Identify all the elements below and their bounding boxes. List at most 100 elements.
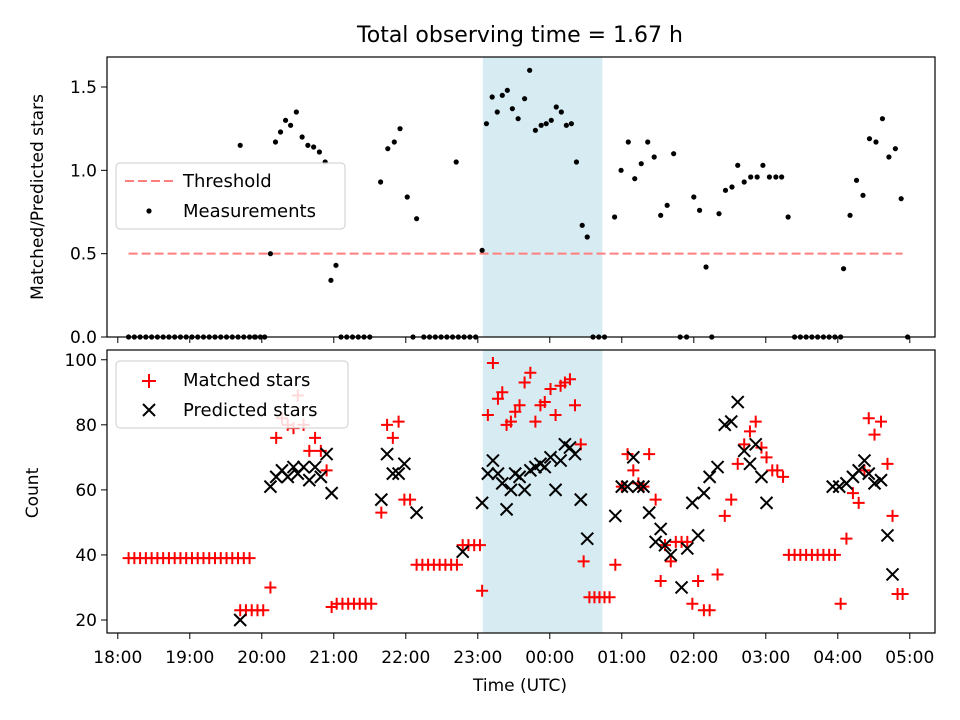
measurements-point xyxy=(866,136,873,142)
matched-stars-point xyxy=(621,448,634,461)
measurements-point xyxy=(760,162,766,168)
measurements-point xyxy=(509,106,515,112)
measurements-point xyxy=(671,151,677,157)
ratio-y-tick-label: 0.0 xyxy=(70,328,97,348)
matched-stars-point xyxy=(549,409,562,422)
predicted-stars-point xyxy=(475,496,489,510)
predicted-stars-point xyxy=(862,466,876,481)
measurements-point xyxy=(691,194,697,200)
predicted-stars-point xyxy=(233,613,247,627)
measurements-point xyxy=(773,174,779,180)
predicted-stars-point xyxy=(553,453,568,468)
measurements-point xyxy=(414,216,420,222)
predicted-stars-point xyxy=(499,502,514,517)
predicted-stars-point xyxy=(664,548,678,562)
count-y-tick-label: 80 xyxy=(75,416,97,436)
measurements-point xyxy=(527,67,533,73)
matched-stars-point xyxy=(731,457,744,470)
measurements-point xyxy=(860,192,866,198)
measurements-point xyxy=(404,194,410,200)
measurements-point xyxy=(785,214,791,220)
count-y-axis: 20 40 60 80 100 xyxy=(65,351,107,631)
x-tick-label: 22:00 xyxy=(381,648,430,668)
matched-stars-point xyxy=(896,587,909,600)
predicted-stars-point xyxy=(548,483,563,497)
predicted-stars-point xyxy=(702,470,717,484)
ratio-y-label: Matched/Predicted stars xyxy=(28,94,48,300)
predicted-stars-point xyxy=(281,470,295,484)
predicted-stars-point xyxy=(857,453,872,468)
measurements-point xyxy=(584,234,590,240)
measurements-point xyxy=(696,207,703,213)
predicted-stars-point xyxy=(409,505,424,520)
ratio-x-ticks xyxy=(117,337,911,343)
predicted-stars-point xyxy=(263,479,278,494)
matched-stars-point xyxy=(450,558,463,571)
measurements-point xyxy=(853,177,860,183)
measurements-point xyxy=(522,96,528,102)
chart-title: Total observing time = 1.67 h xyxy=(356,23,683,48)
predicted-stars-point xyxy=(286,460,301,474)
predicted-stars-point xyxy=(826,479,840,494)
predicted-stars-point xyxy=(481,466,495,481)
predicted-stars-point xyxy=(697,486,711,500)
measurements-point xyxy=(489,94,495,100)
predicted-stars-point xyxy=(749,437,763,452)
measurements-point xyxy=(847,212,853,218)
matched-stars-point xyxy=(538,396,551,409)
matched-stars-point xyxy=(270,431,283,444)
measurements-point xyxy=(277,129,284,135)
measurements-point xyxy=(453,159,459,165)
ratio-highlight-span xyxy=(482,57,603,337)
matched-stars-point xyxy=(303,444,316,457)
matched-stars-point xyxy=(524,366,537,379)
matched-stars-point xyxy=(686,597,699,610)
matched-stars-point xyxy=(603,591,616,604)
predicted-stars-point xyxy=(867,476,882,491)
predicted-stars-point xyxy=(626,450,641,465)
predicted-stars-point xyxy=(631,479,646,494)
ratio-marks xyxy=(126,67,911,340)
predicted-stars-point xyxy=(653,522,668,536)
predicted-stars-point xyxy=(642,505,656,520)
count-y-tick-label: 100 xyxy=(65,351,97,371)
measurements-point xyxy=(479,247,485,253)
measurements-legend-swatch xyxy=(146,208,152,214)
measurements-point xyxy=(378,179,384,185)
measurements-point xyxy=(563,122,569,128)
predicted-stars-point xyxy=(851,463,866,478)
measurements-point xyxy=(779,174,785,180)
measurements-point xyxy=(645,139,651,145)
measurements-point xyxy=(879,116,886,122)
matched-stars-point xyxy=(386,431,399,444)
matched-stars-point xyxy=(544,383,557,396)
predicted-stars-point xyxy=(504,483,518,497)
matched-stars-point xyxy=(643,448,656,461)
measurements-point xyxy=(729,184,735,190)
ratio-y-tick-label: 1.0 xyxy=(70,161,97,181)
predicted-stars-point xyxy=(319,447,334,461)
predicted-stars-point xyxy=(538,460,552,474)
measurements-point xyxy=(532,127,539,133)
matched-stars-point xyxy=(681,535,694,548)
count-y-tick-label: 20 xyxy=(75,611,97,631)
predicted-stars-point xyxy=(832,479,846,494)
predicted-legend-label: Predicted stars xyxy=(183,400,317,421)
predicted-stars-point xyxy=(737,444,751,458)
threshold-legend-label: Threshold xyxy=(182,171,272,192)
matched-stars-point xyxy=(518,376,531,389)
ratio-axes-frame xyxy=(106,56,936,338)
count-axes-frame xyxy=(106,349,936,634)
predicted-stars-point xyxy=(324,486,339,500)
predicted-stars-point xyxy=(874,473,888,487)
matched-stars-point xyxy=(496,386,509,399)
matched-stars-point xyxy=(755,441,768,454)
matched-stars-point xyxy=(569,399,581,412)
matched-stars-point xyxy=(738,438,751,451)
measurements-point xyxy=(538,122,544,128)
matched-stars-point xyxy=(771,464,784,477)
matched-stars-point xyxy=(875,415,887,428)
predicted-stars-point xyxy=(658,538,672,552)
measurements-point xyxy=(483,121,490,127)
